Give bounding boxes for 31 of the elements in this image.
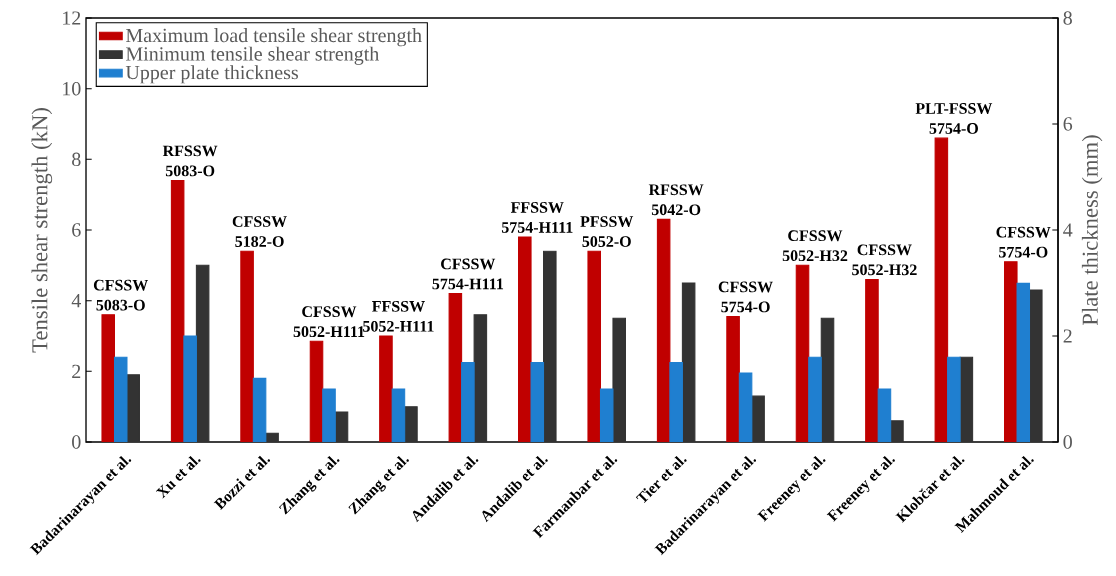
annotation: CFSSW 5182-O — [232, 216, 287, 247]
y-axis-title: Tensile shear strength (kN) — [31, 108, 53, 353]
annotation: CFSSW 5083-O — [93, 279, 149, 311]
y2-tick-label: 6 — [1063, 117, 1073, 131]
y-tick-label: 12 — [63, 11, 81, 25]
y2-tick-label: 4 — [1063, 223, 1073, 237]
y-tick-label: 6 — [72, 223, 81, 237]
annotation: CFSSW 5052-H32 — [782, 230, 848, 262]
annotation: FFSSW 5052-H111 — [363, 300, 434, 332]
annotation: RFSSW 5042-O — [648, 184, 704, 216]
y-tick-label: 8 — [72, 152, 81, 167]
y-tick-label: 2 — [72, 364, 81, 378]
annotation: PLT-FSSW 5754-O — [915, 103, 993, 134]
legend-label: Minimum tensile shear strength — [126, 46, 380, 65]
y2-axis-title: Plate thickness (mm) — [1081, 135, 1103, 326]
x-tick-label: Xu et al. — [155, 455, 201, 499]
y2-tick-label: 2 — [1063, 329, 1072, 343]
annotation: PFSSW 5052-O — [580, 216, 634, 247]
y2-tick-label: 8 — [1063, 11, 1072, 25]
y-tick-label: 10 — [63, 81, 81, 96]
annotation: FFSSW 5754-H111 — [501, 202, 573, 233]
legend-label: Maximum load tensile shear strength — [126, 28, 422, 47]
annotation: CFSSW 5754-O — [718, 281, 773, 313]
annotation: CFSSW 5754-H111 — [432, 258, 504, 290]
y-tick-label: 0 — [72, 435, 81, 449]
y2-tick-label: 0 — [1063, 435, 1072, 449]
y-tick-label: 4 — [71, 294, 81, 308]
annotation: CFSSW 5754-O — [996, 226, 1051, 258]
annotation: RFSSW 5083-O — [162, 145, 218, 177]
annotation: CFSSW 5052-H32 — [852, 244, 917, 276]
legend-label: Upper plate thickness — [125, 65, 298, 84]
